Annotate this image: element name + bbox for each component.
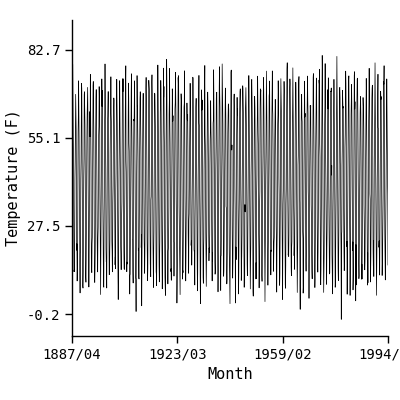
Y-axis label: Temperature (F): Temperature (F)	[6, 110, 21, 246]
X-axis label: Month: Month	[207, 367, 253, 382]
